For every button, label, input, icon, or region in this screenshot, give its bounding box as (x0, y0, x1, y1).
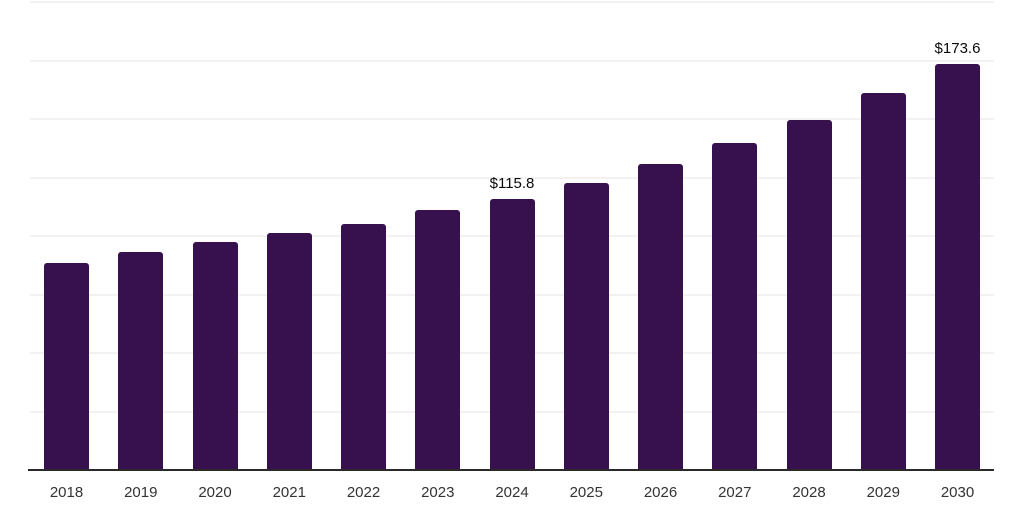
x-tick-label-2028: 2028 (792, 484, 826, 501)
bar-2022[interactable] (341, 223, 386, 470)
bar-2018[interactable] (44, 262, 89, 470)
bar-2023[interactable] (415, 209, 461, 470)
value-label-2024: $115.8 (489, 175, 535, 193)
x-tick-label-2030: 2030 (940, 484, 975, 501)
bar-2021[interactable] (266, 232, 312, 470)
x-axis-line (28, 469, 994, 471)
x-tick-label-2025: 2025 (569, 484, 603, 501)
bar-2025[interactable] (563, 182, 609, 470)
gridline (30, 59, 994, 62)
bar-2019[interactable] (118, 251, 164, 470)
bar-2026[interactable] (638, 163, 683, 470)
x-tick-label-2029: 2029 (866, 484, 900, 501)
bar-2027[interactable] (712, 142, 758, 470)
x-tick-label-2018: 2018 (49, 484, 84, 501)
gridline (30, 1, 994, 3)
x-tick-label-2026: 2026 (643, 484, 678, 501)
x-tick-label-2027: 2027 (718, 484, 752, 501)
x-tick-label-2019: 2019 (124, 484, 158, 501)
gridline (30, 176, 994, 179)
bar-2030[interactable]: $173.6 (935, 40, 980, 470)
x-tick-label-2024: 2024 (495, 484, 529, 501)
bar-2029[interactable] (860, 93, 906, 470)
gridline (30, 118, 994, 120)
x-tick-label-2020: 2020 (198, 484, 232, 501)
bar-2020[interactable] (192, 241, 238, 470)
x-tick-label-2023: 2023 (421, 484, 455, 501)
value-label-2030: $173.6 (934, 39, 981, 57)
x-tick-label-2021: 2021 (272, 484, 306, 501)
bar-2024[interactable]: $115.8 (489, 175, 535, 470)
bar-2028[interactable] (786, 119, 832, 470)
x-tick-label-2022: 2022 (346, 484, 381, 501)
